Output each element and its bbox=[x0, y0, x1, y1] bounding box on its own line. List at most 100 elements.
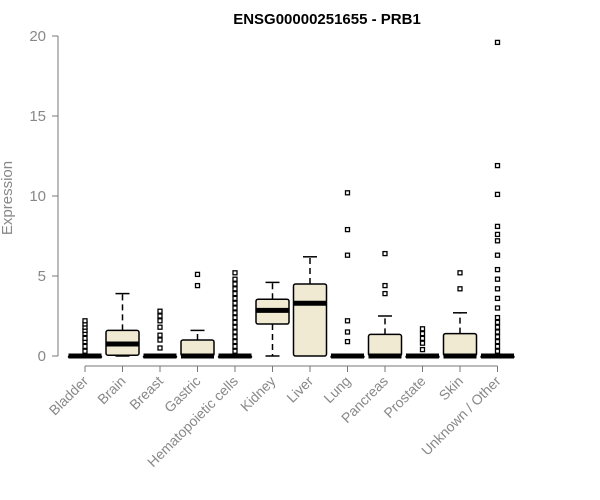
box-kidney bbox=[255, 281, 290, 357]
outlier-point bbox=[494, 252, 501, 258]
outlier-point bbox=[232, 270, 238, 276]
outlier-point bbox=[194, 271, 201, 278]
y-tick-label: 5 bbox=[38, 268, 46, 285]
outlier-point bbox=[232, 348, 238, 354]
outlier-point bbox=[494, 223, 501, 230]
outlier-point bbox=[344, 338, 351, 345]
box-iqr bbox=[292, 283, 328, 357]
y-axis-label: Expression bbox=[0, 161, 16, 235]
outlier-point bbox=[157, 313, 163, 319]
box-iqr bbox=[367, 333, 403, 357]
outlier-point bbox=[419, 340, 426, 346]
box-liver bbox=[292, 256, 328, 357]
outlier-point bbox=[232, 319, 238, 326]
outlier-point bbox=[232, 290, 238, 297]
outlier-point bbox=[419, 326, 426, 332]
x-tick-label: Lung bbox=[320, 373, 353, 406]
outlier-point bbox=[382, 290, 388, 297]
box-unknown-other bbox=[480, 39, 515, 359]
outlier-point bbox=[494, 276, 501, 282]
outlier-point bbox=[494, 334, 501, 340]
outlier-point bbox=[232, 334, 238, 340]
outlier-point bbox=[344, 329, 351, 335]
outlier-point bbox=[344, 190, 351, 196]
outlier-point bbox=[494, 191, 501, 198]
box-hematopoietic-cells bbox=[217, 270, 253, 359]
outlier-point bbox=[232, 276, 238, 282]
outlier-point bbox=[494, 343, 501, 350]
outlier-point bbox=[157, 318, 163, 324]
outlier-point bbox=[194, 282, 201, 289]
outlier-point bbox=[344, 252, 351, 258]
outlier-point bbox=[494, 238, 501, 244]
outlier-point bbox=[457, 270, 463, 276]
outlier-point bbox=[344, 318, 351, 324]
x-tick-label: Bladder bbox=[46, 373, 92, 419]
outlier-point bbox=[232, 338, 238, 345]
box-bladder bbox=[67, 318, 103, 359]
x-tick-label: Prostate bbox=[380, 373, 428, 421]
box-pancreas bbox=[367, 250, 403, 359]
outlier-point bbox=[232, 295, 238, 302]
outlier-point bbox=[232, 300, 238, 306]
y-tick-label: 15 bbox=[29, 108, 46, 125]
outlier-point bbox=[494, 162, 501, 169]
outlier-point bbox=[232, 305, 238, 311]
outlier-point bbox=[419, 346, 426, 353]
outlier-point bbox=[232, 324, 238, 330]
outlier-point bbox=[494, 324, 501, 330]
outlier-point bbox=[157, 332, 163, 338]
x-tick-label: Skin bbox=[436, 373, 467, 404]
box-iqr bbox=[442, 332, 478, 357]
outlier-point bbox=[157, 345, 163, 351]
outlier-point bbox=[232, 343, 238, 350]
outlier-point bbox=[494, 348, 501, 354]
outlier-point bbox=[457, 286, 463, 292]
chart-title: ENSG00000251655 - PRB1 bbox=[233, 11, 421, 28]
box-gastric bbox=[180, 271, 215, 359]
outlier-point bbox=[382, 250, 388, 257]
outlier-point bbox=[494, 295, 501, 302]
x-tick-label: Brain bbox=[94, 373, 128, 407]
y-tick-label: 0 bbox=[38, 348, 46, 365]
y-axis: 0 5 10 15 20 bbox=[29, 28, 59, 365]
x-tick-label: Breast bbox=[126, 373, 166, 413]
outlier-point bbox=[82, 318, 88, 324]
outlier-point bbox=[494, 266, 501, 273]
outlier-point bbox=[157, 324, 163, 330]
outlier-point bbox=[494, 305, 501, 311]
outlier-point bbox=[494, 286, 501, 292]
outlier-point bbox=[232, 314, 238, 321]
y-tick-label: 20 bbox=[29, 28, 46, 45]
box-brain bbox=[105, 292, 140, 357]
outlier-point bbox=[494, 319, 501, 326]
outlier-point bbox=[82, 343, 88, 350]
outlier-point bbox=[494, 39, 501, 46]
outlier-point bbox=[232, 329, 238, 335]
outlier-point bbox=[419, 330, 426, 337]
x-tick-label: Liver bbox=[283, 373, 316, 406]
outlier-point bbox=[494, 231, 501, 238]
outlier-point bbox=[382, 282, 388, 289]
outlier-point bbox=[232, 281, 238, 287]
outlier-point bbox=[82, 348, 88, 354]
outlier-point bbox=[494, 329, 501, 335]
outlier-point bbox=[232, 310, 238, 316]
outlier-point bbox=[232, 286, 238, 292]
outlier-point bbox=[344, 226, 351, 233]
outlier-point bbox=[157, 337, 163, 343]
outlier-point bbox=[82, 335, 88, 342]
outlier-point bbox=[494, 314, 501, 321]
x-tick-label: Kidney bbox=[237, 373, 279, 415]
box-lung bbox=[330, 190, 365, 359]
outlier-point bbox=[419, 335, 426, 342]
outlier-point bbox=[494, 338, 501, 345]
box-prostate bbox=[405, 326, 440, 359]
box-skin bbox=[442, 270, 478, 359]
plot-area bbox=[67, 39, 515, 359]
box-breast bbox=[142, 308, 178, 359]
outlier-point bbox=[157, 308, 163, 314]
y-tick-label: 10 bbox=[29, 188, 46, 205]
